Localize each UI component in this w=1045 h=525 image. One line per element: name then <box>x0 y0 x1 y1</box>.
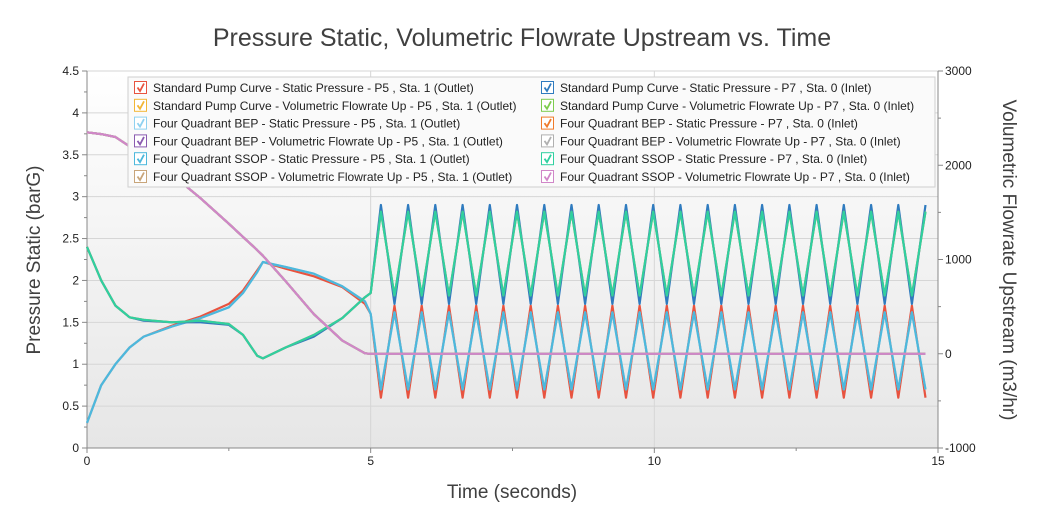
check-icon <box>543 83 552 93</box>
legend-item[interactable]: Four Quadrant SSOP - Volumetric Flowrate… <box>134 170 513 184</box>
check-icon <box>543 136 552 147</box>
x-tick-label: 0 <box>84 454 91 468</box>
chart-title: Pressure Static, Volumetric Flowrate Ups… <box>213 24 831 52</box>
x-tick-label: 5 <box>367 454 374 468</box>
y-tick-label: 3 <box>72 190 79 204</box>
legend-item[interactable]: Standard Pump Curve - Volumetric Flowrat… <box>541 98 915 113</box>
legend-item[interactable]: Four Quadrant BEP - Static Pressure - P7… <box>541 116 858 131</box>
y-tick-label: 3.5 <box>62 148 79 162</box>
legend-label: Standard Pump Curve - Static Pressure - … <box>153 81 474 95</box>
legend: Standard Pump Curve - Static Pressure - … <box>127 76 936 188</box>
check-icon <box>543 118 552 129</box>
y-tick-label: 1 <box>72 357 79 371</box>
check-icon <box>543 100 552 111</box>
legend-label: Four Quadrant BEP - Volumetric Flowrate … <box>560 134 901 148</box>
y2-tick-label: 0 <box>945 347 952 361</box>
legend-item[interactable]: Four Quadrant BEP - Volumetric Flowrate … <box>134 134 503 148</box>
legend-label: Four Quadrant SSOP - Volumetric Flowrate… <box>560 170 910 184</box>
series-line-12 <box>86 131 926 355</box>
check-icon <box>136 136 145 147</box>
check-icon <box>136 83 145 93</box>
check-icon <box>136 172 145 182</box>
legend-label: Four Quadrant SSOP - Static Pressure - P… <box>560 152 867 166</box>
legend-item[interactable]: Four Quadrant BEP - Volumetric Flowrate … <box>541 134 901 148</box>
check-icon <box>543 154 552 164</box>
x-tick-label: 10 <box>648 454 662 468</box>
axes: 0 0.5 1 1.5 2 2.5 3 3.5 4 4.5 -1000 0 1000 2000 3000 0 5… <box>62 64 976 468</box>
y-tick-label: 4 <box>72 106 79 120</box>
legend-box <box>127 76 936 188</box>
y-tick-label: 0 <box>72 441 79 455</box>
legend-item[interactable]: Standard Pump Curve - Static Pressure - … <box>541 81 872 95</box>
legend-item[interactable]: Four Quadrant SSOP - Static Pressure - P… <box>134 152 470 166</box>
legend-label: Standard Pump Curve - Volumetric Flowrat… <box>560 99 914 113</box>
check-icon <box>136 118 145 129</box>
legend-item[interactable]: Four Quadrant SSOP - Static Pressure - P… <box>541 152 868 166</box>
y-axis-label: Pressure Static (barG) <box>24 166 45 355</box>
legend-item[interactable]: Four Quadrant BEP - Static Pressure - P5… <box>134 116 461 131</box>
y2-tick-label: -1000 <box>945 441 976 455</box>
legend-label: Four Quadrant SSOP - Static Pressure - P… <box>153 152 470 166</box>
check-icon <box>543 172 552 182</box>
legend-label: Four Quadrant BEP - Static Pressure - P7… <box>560 117 858 131</box>
y2-tick-label: 2000 <box>945 158 972 172</box>
legend-item[interactable]: Standard Pump Curve - Static Pressure - … <box>134 81 474 95</box>
legend-label: Four Quadrant SSOP - Volumetric Flowrate… <box>153 170 512 184</box>
legend-label: Standard Pump Curve - Static Pressure - … <box>560 81 871 95</box>
x-axis-label: Time (seconds) <box>447 482 577 503</box>
y-tick-label: 2.5 <box>62 232 79 246</box>
y2-axis-label: Volumetric Flowrate Upstream (m3/hr) <box>998 100 1019 421</box>
legend-item[interactable]: Standard Pump Curve - Volumetric Flowrat… <box>134 98 517 113</box>
y2-tick-label: 1000 <box>945 253 972 267</box>
legend-label: Four Quadrant BEP - Static Pressure - P5… <box>153 117 460 131</box>
legend-label: Standard Pump Curve - Volumetric Flowrat… <box>153 99 516 113</box>
legend-label: Four Quadrant BEP - Volumetric Flowrate … <box>153 134 503 148</box>
y-tick-label: 2 <box>72 273 79 287</box>
y-tick-label: 1.5 <box>62 315 79 329</box>
y2-tick-label: 3000 <box>945 64 972 78</box>
check-icon <box>136 154 145 164</box>
y-tick-label: 4.5 <box>62 64 79 78</box>
legend-item[interactable]: Four Quadrant SSOP - Volumetric Flowrate… <box>541 170 910 184</box>
series-line-11 <box>85 210 927 360</box>
x-tick-label: 15 <box>931 454 945 468</box>
check-icon <box>136 100 145 111</box>
series-lines <box>85 131 927 424</box>
y-tick-label: 0.5 <box>62 399 79 413</box>
series-line-5 <box>85 260 927 424</box>
